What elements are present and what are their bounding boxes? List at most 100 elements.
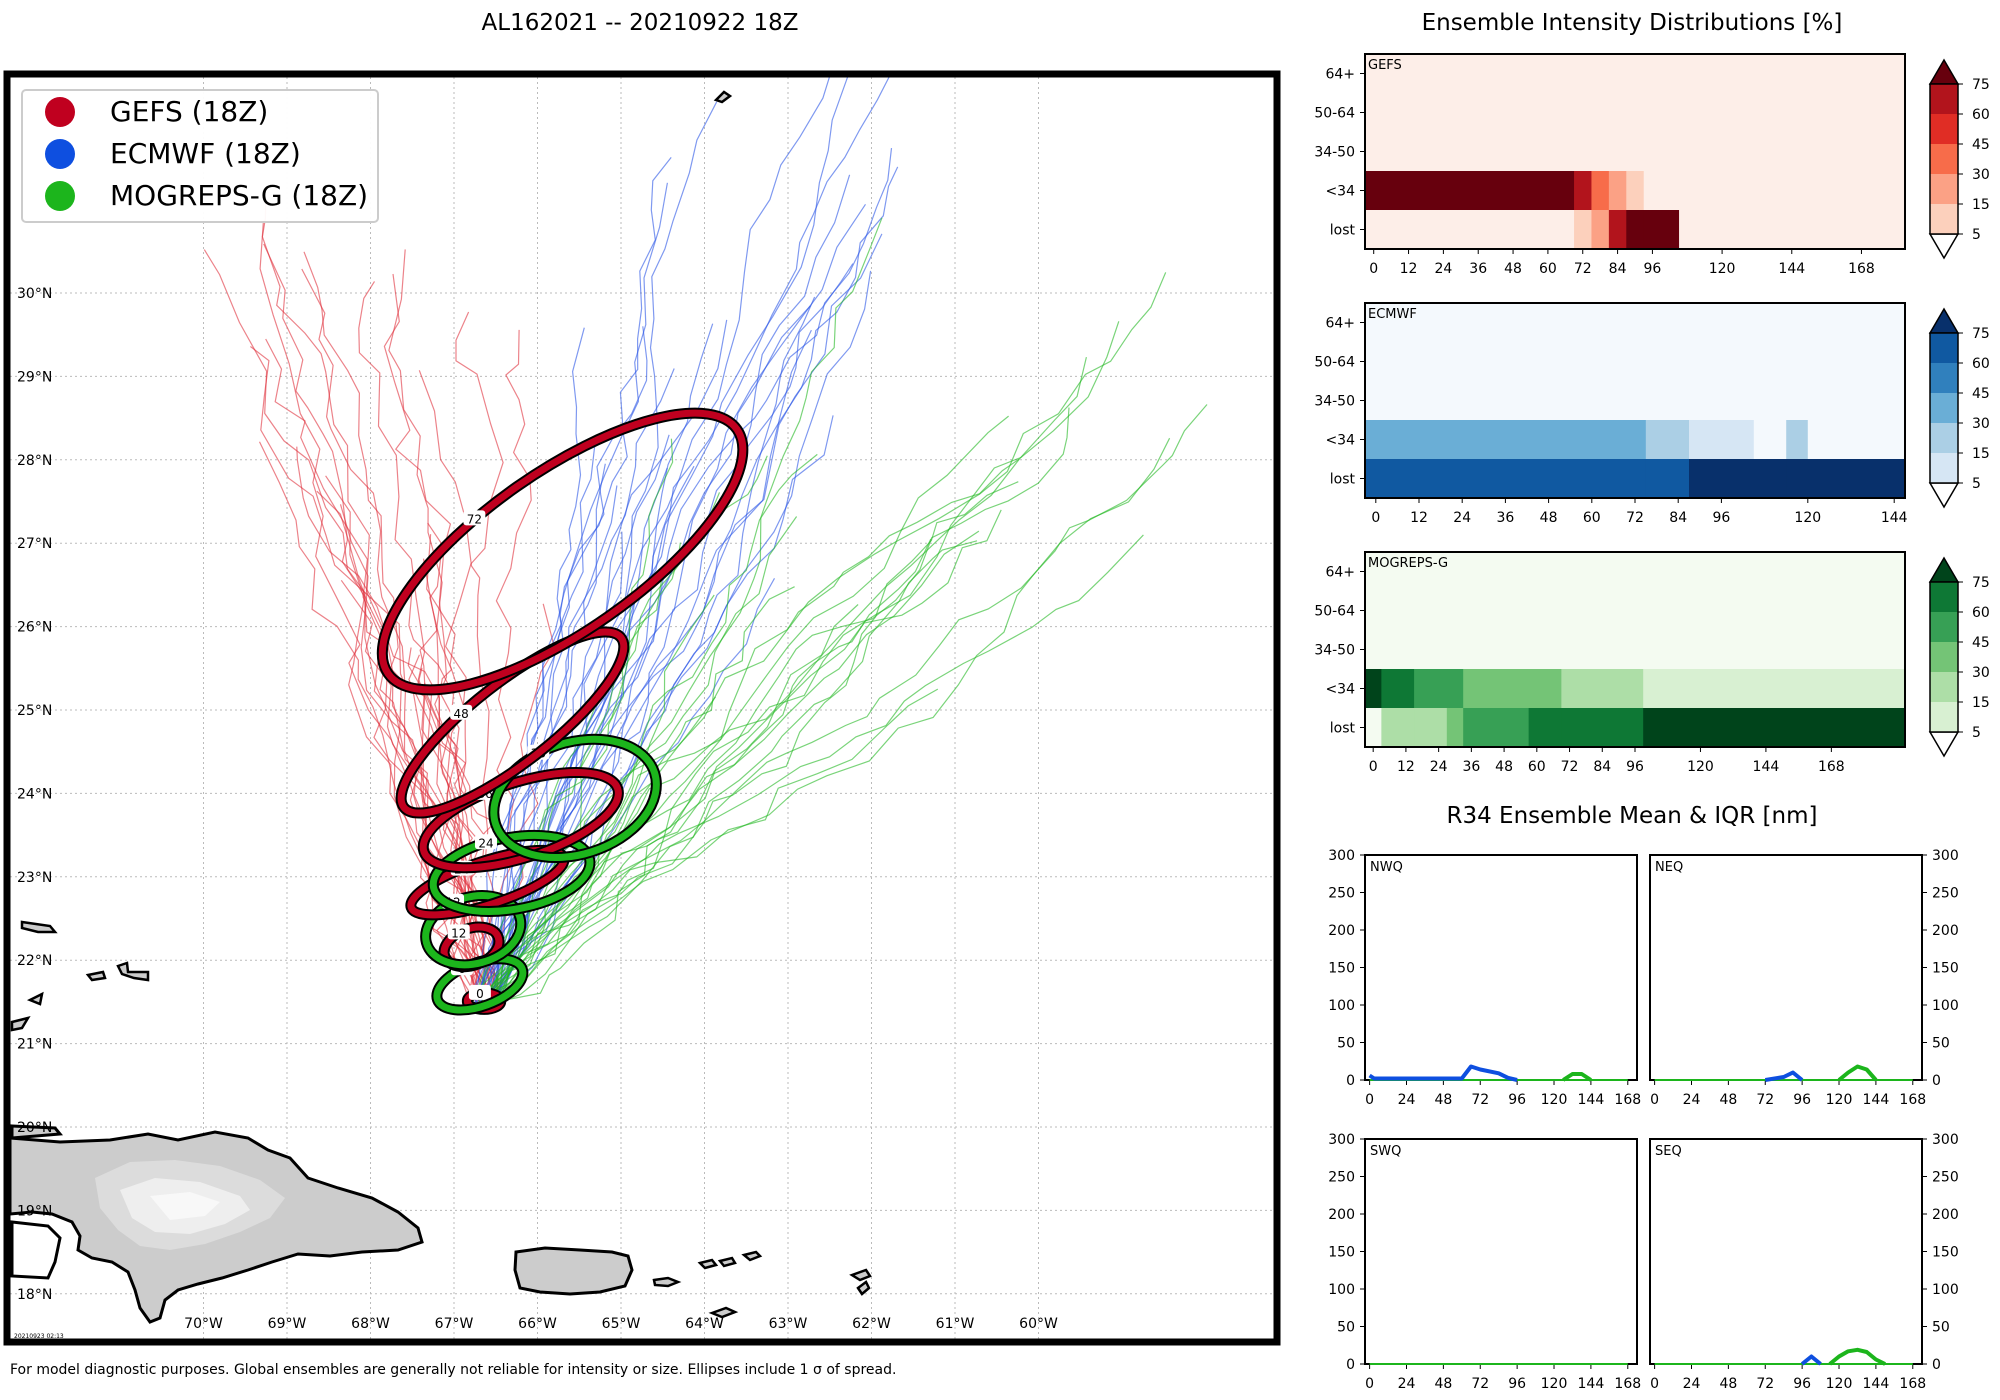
- r34-x-label: 96: [1508, 1092, 1526, 1108]
- map-gridlines: [10, 77, 1275, 1339]
- heatmap-x-label: 72: [1574, 261, 1592, 277]
- ensemble-track: [479, 538, 932, 1006]
- spread-ellipse: 48: [395, 626, 630, 819]
- lon-label: 67°W: [435, 1316, 474, 1332]
- heatmap-x-label: 72: [1626, 510, 1644, 526]
- r34-y-label: 0: [1346, 1073, 1355, 1089]
- heatmap-cell: [1643, 210, 1680, 249]
- ensemble-track: [489, 321, 1120, 1007]
- r34-x-label: 120: [1541, 1092, 1568, 1108]
- ensemble-track: [478, 540, 978, 996]
- heatmap-x-label: 24: [1430, 759, 1448, 775]
- r34-y-label: 100: [1932, 1282, 1959, 1298]
- heatmap-cell: [1414, 708, 1448, 747]
- ensemble-track: [483, 481, 1019, 997]
- r34-y-label: 0: [1932, 1357, 1941, 1373]
- intensity-heatmaps: GEFS 64+ 50-64 34-50 <34 lost 0 12 24 36 48 60 72 84 9…: [1314, 53, 1990, 775]
- heatmap-x-label: 36: [1496, 510, 1514, 526]
- colorbar-label: 15: [1972, 446, 1990, 462]
- lat-label: 27°N: [17, 536, 52, 552]
- r34-x-label: 24: [1683, 1092, 1701, 1108]
- land-hispaniola: [10, 1124, 424, 1324]
- legend-marker-mogreps: [45, 181, 75, 211]
- r34-x-label: 24: [1398, 1092, 1416, 1108]
- colorbar: 5 15 30 45 60 75: [1928, 58, 1990, 260]
- heatmap-y-label: 64+: [1325, 67, 1355, 83]
- r34-y-label: 50: [1337, 1320, 1355, 1336]
- colorbar-label: 45: [1972, 386, 1990, 402]
- lon-label: 63°W: [769, 1316, 808, 1332]
- heatmap-cell: [1365, 420, 1647, 459]
- heatmap-x-label: 48: [1495, 759, 1513, 775]
- r34-series-ecmwf: [1800, 1354, 1822, 1366]
- r34-y-label: 300: [1328, 1132, 1355, 1148]
- heatmap-x-label: 168: [1818, 759, 1845, 775]
- r34-x-label: 120: [1826, 1376, 1853, 1392]
- heatmap-cell: [1414, 669, 1448, 708]
- lat-label: 22°N: [17, 953, 52, 969]
- colorbar-label: 30: [1972, 416, 1990, 432]
- ensemble-track: [477, 586, 795, 1009]
- heatmap-x-label: 96: [1626, 759, 1644, 775]
- heatmap-cell: [1381, 669, 1415, 708]
- spread-ellipse: 72: [376, 407, 749, 696]
- heatmap-cell: [1643, 708, 1906, 747]
- heatmap-cell: [1574, 171, 1592, 210]
- heatmap-x-label: 48: [1504, 261, 1522, 277]
- colorbar-label: 45: [1972, 635, 1990, 651]
- heatmap-cell: [1528, 669, 1562, 708]
- r34-y-label: 0: [1932, 1073, 1941, 1089]
- r34-y-label: 100: [1328, 1282, 1355, 1298]
- lon-label: 66°W: [518, 1316, 557, 1332]
- colorbar-label: 30: [1972, 665, 1990, 681]
- ensemble-track: [490, 296, 816, 1004]
- lat-label: 29°N: [17, 369, 52, 385]
- ensemble-track: [480, 329, 532, 993]
- r34-y-label: 150: [1328, 961, 1355, 977]
- heatmap-y-label: 64+: [1325, 316, 1355, 332]
- heatmap-y-label: 50-64: [1314, 106, 1355, 122]
- r34-y-label: 0: [1346, 1357, 1355, 1373]
- lat-label: 26°N: [17, 620, 52, 636]
- lat-label: 30°N: [17, 286, 52, 302]
- legend-marker-gefs: [45, 97, 75, 127]
- heatmap-x-label: 120: [1709, 261, 1736, 277]
- colorbar-label: 5: [1972, 227, 1981, 243]
- ensemble-track: [497, 509, 1002, 996]
- r34-y-label: 250: [1328, 886, 1355, 902]
- r34-x-label: 144: [1863, 1376, 1890, 1392]
- legend-marker-ecmwf: [45, 139, 75, 169]
- heatmap-cell: [1446, 669, 1464, 708]
- heatmap-y-label: <34: [1325, 433, 1355, 449]
- heatmap-cell: [1365, 459, 1647, 498]
- legend-label-ecmwf: ECMWF (18Z): [110, 137, 301, 170]
- lon-label: 64°W: [685, 1316, 724, 1332]
- heatmap-x-label: 12: [1410, 510, 1428, 526]
- lon-label: 70°W: [184, 1316, 223, 1332]
- heatmap-x-label: 84: [1593, 759, 1611, 775]
- r34-panel-swq: SWQ 0 50 100 150 200 250 300 0 24 48 72 96 120 144 168: [1328, 1132, 1641, 1392]
- heatmap-y-label: lost: [1330, 721, 1356, 737]
- heatmap-cell: [1807, 420, 1906, 459]
- r34-panel-neq: NEQ 0 50 100 150 200 250 300 0 24 48 72 96 120 144 168: [1649, 848, 1959, 1108]
- colorbar-label: 30: [1972, 167, 1990, 183]
- heatmap-cell: [1645, 420, 1690, 459]
- r34-x-label: 48: [1434, 1092, 1452, 1108]
- r34-panel-seq: SEQ 0 50 100 150 200 250 300 0 24 48 72 96 120 144 168: [1649, 1132, 1959, 1392]
- lon-label: 68°W: [351, 1316, 390, 1332]
- heatmap-gefs: GEFS 64+ 50-64 34-50 <34 lost 0 12 24 36 48 60 72 84 9…: [1314, 53, 1990, 277]
- r34-y-label: 50: [1932, 1036, 1950, 1052]
- r34-x-label: 120: [1541, 1376, 1568, 1392]
- heatmap-y-label: lost: [1330, 223, 1356, 239]
- r34-y-label: 100: [1932, 998, 1959, 1014]
- lat-label: 23°N: [17, 870, 52, 886]
- land-islands: [10, 90, 872, 1319]
- r34-x-label: 120: [1826, 1092, 1853, 1108]
- r34-frame: [1649, 854, 1923, 1081]
- heatmap-cell: [1365, 210, 1575, 249]
- ensemble-track: [388, 249, 496, 1011]
- ensemble-track: [259, 221, 492, 998]
- heatmap-x-label: 60: [1583, 510, 1601, 526]
- ensemble-track: [489, 542, 681, 993]
